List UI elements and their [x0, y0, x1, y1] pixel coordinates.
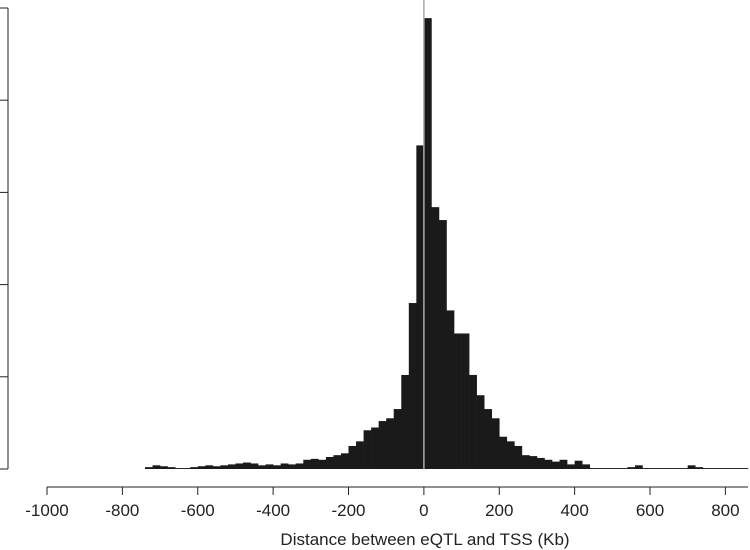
x-axis-label: Distance between eQTL and TSS (Kb)	[280, 530, 569, 549]
bar	[491, 418, 500, 469]
x-tick-label: -800	[105, 501, 139, 520]
bar	[665, 468, 673, 469]
bar	[227, 464, 236, 469]
bar	[529, 456, 538, 469]
bar	[167, 467, 176, 469]
bar	[710, 468, 719, 469]
bar	[303, 459, 312, 469]
bar	[484, 409, 493, 469]
bar	[521, 455, 530, 469]
bar	[559, 459, 568, 469]
bar	[732, 468, 741, 469]
bar	[318, 459, 327, 469]
bar	[717, 468, 726, 469]
bar	[574, 460, 583, 469]
bar	[273, 465, 281, 469]
bar	[220, 465, 229, 469]
bar	[672, 468, 681, 469]
x-tick-label: -400	[256, 501, 290, 520]
bar	[740, 468, 749, 469]
bar	[469, 374, 477, 469]
bar	[340, 453, 349, 469]
bar	[627, 467, 636, 469]
bar	[288, 464, 297, 469]
bar	[461, 333, 470, 469]
bar	[650, 468, 658, 469]
bar	[446, 310, 455, 469]
bar	[197, 466, 206, 469]
bar	[182, 468, 191, 469]
bar	[687, 465, 696, 469]
bar	[416, 145, 425, 470]
bar	[356, 441, 364, 469]
bar	[190, 467, 199, 469]
bar	[371, 427, 379, 469]
bar	[378, 421, 387, 469]
bar	[212, 466, 221, 469]
x-tick-label: 800	[711, 501, 739, 520]
bar	[454, 333, 462, 469]
bar	[567, 464, 575, 469]
bar	[363, 430, 372, 469]
bar	[280, 463, 289, 469]
bar	[408, 303, 417, 469]
bar	[431, 207, 440, 470]
x-tick-label: -600	[181, 501, 215, 520]
bar	[536, 457, 545, 469]
bar	[597, 468, 606, 469]
bar	[589, 468, 598, 469]
x-tick-label: 200	[485, 501, 513, 520]
x-tick-label: -1000	[25, 501, 68, 520]
x-tick-label: 600	[636, 501, 664, 520]
bar	[160, 466, 168, 469]
bar	[386, 418, 395, 469]
bar	[348, 445, 357, 469]
bar	[242, 462, 251, 469]
bar	[333, 455, 342, 469]
bar	[476, 395, 485, 469]
bar	[582, 464, 591, 469]
bar	[175, 468, 183, 469]
bar	[657, 468, 666, 469]
bar	[642, 468, 651, 469]
bar	[235, 463, 244, 469]
bar	[265, 464, 274, 469]
bar	[258, 465, 266, 469]
bar	[438, 220, 447, 469]
bar	[514, 445, 523, 469]
bar	[144, 467, 153, 469]
bar	[423, 18, 432, 470]
bar	[604, 468, 613, 469]
bar	[695, 467, 704, 469]
bar	[725, 468, 734, 469]
bar	[310, 458, 319, 469]
bar	[295, 463, 304, 469]
bar	[506, 441, 515, 469]
bar	[634, 465, 643, 469]
bar	[499, 436, 508, 469]
x-tick-label: 0	[419, 501, 428, 520]
bar	[544, 459, 553, 469]
bar	[393, 409, 402, 469]
bar	[401, 374, 410, 469]
bar	[552, 461, 560, 469]
bar	[702, 468, 711, 469]
bar	[680, 468, 688, 469]
bar	[152, 465, 161, 469]
bar	[619, 468, 628, 469]
bar	[612, 468, 621, 469]
bar	[250, 463, 259, 469]
x-tick-label: -200	[331, 501, 365, 520]
bar	[205, 465, 214, 469]
x-tick-label: 400	[560, 501, 588, 520]
bar	[325, 457, 334, 469]
